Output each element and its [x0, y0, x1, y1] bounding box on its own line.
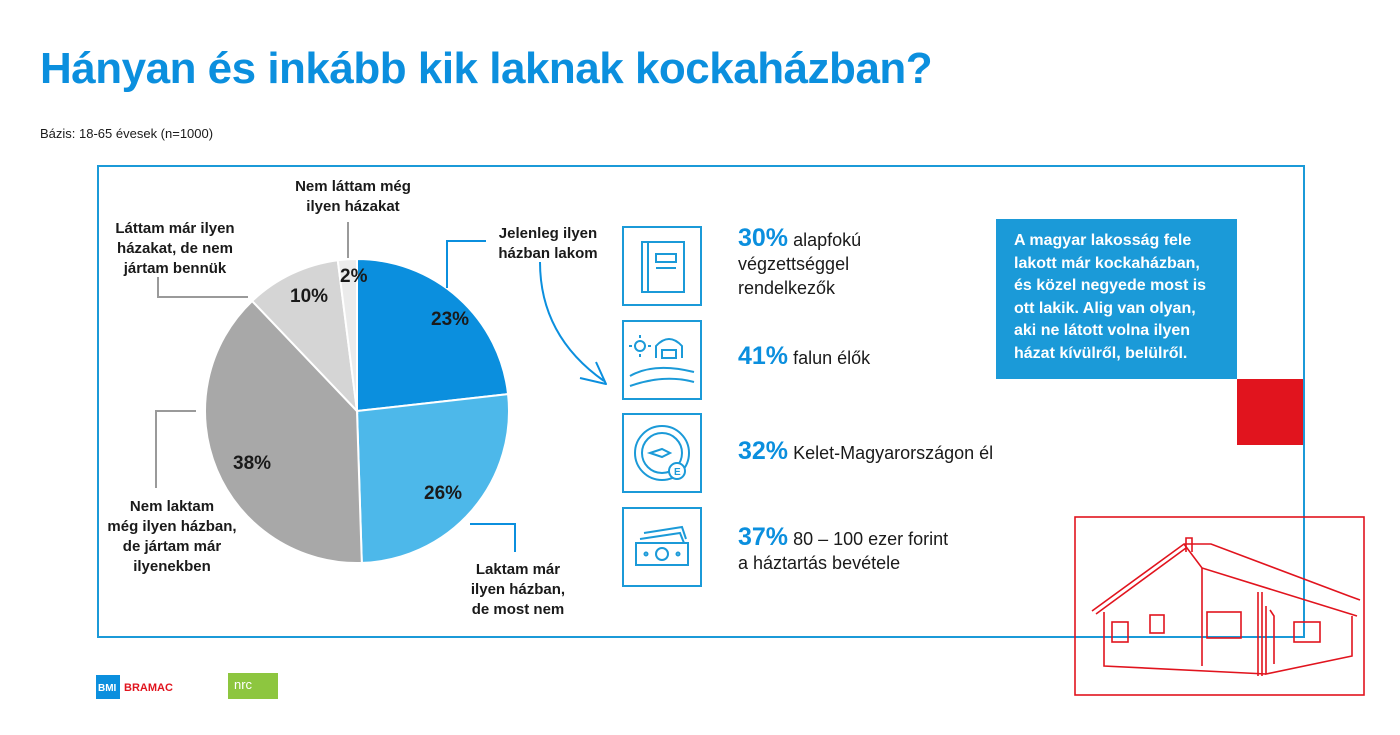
stat-text: végzettséggel [738, 254, 850, 274]
compass-east-icon-box: E [622, 413, 702, 493]
page-title: Hányan és inkább kik laknak kockaházban? [40, 44, 933, 93]
stat-text: alapfokú [793, 230, 862, 250]
svg-text:nrc: nrc [234, 677, 253, 692]
leader-line-s2 [155, 410, 196, 488]
pie-slice-s1 [355, 393, 510, 564]
callout-box: A magyar lakosság fele lakott már kockah… [996, 219, 1237, 379]
pie-slice-s3 [250, 259, 359, 414]
compass-east-icon: E [634, 425, 690, 481]
pct-label-s0: 23% [431, 309, 470, 330]
pie-slice-s2 [204, 299, 363, 564]
house-illustration-icon [1074, 516, 1365, 696]
farm-house-icon-box [622, 320, 702, 400]
stat-text: 80 – 100 ezer forint [793, 529, 949, 549]
stat-pct: 30% [738, 224, 789, 252]
slice-label-s2: Nem laktam még ilyen házban, de jártam már… [107, 498, 237, 575]
svg-text:E: E [674, 467, 681, 478]
money-icon-box [622, 507, 702, 587]
stat-pct: 32% [738, 437, 789, 465]
farm-house-icon [629, 335, 695, 387]
pct-label-s2: 38% [233, 453, 272, 474]
arrow-head-icon [579, 361, 607, 385]
stat-text: falun élők [793, 348, 871, 368]
stat-pct: 41% [738, 342, 789, 370]
slice-label-s0: Jelenleg ilyen házban lakom [498, 225, 598, 262]
stat-text: a háztartás bevétele [738, 553, 901, 573]
stat-text: Kelet-Magyarországon él [793, 443, 994, 463]
slice-label-s3: Láttam már ilyen házakat, de nem jártam be… [115, 220, 235, 277]
money-icon [635, 525, 689, 566]
svg-text:BRAMAC: BRAMAC [124, 682, 173, 694]
infographic-frame [97, 165, 1305, 638]
book-icon [641, 241, 685, 293]
pct-label-s4: 2% [340, 266, 368, 287]
bmi-bramac-logo: BMI BRAMAC [96, 675, 173, 699]
stat-item-income: 37% 80 – 100 ezer forint a háztartás bev… [738, 525, 948, 575]
pct-label-s1: 26% [424, 483, 463, 504]
red-accent-square [1237, 379, 1303, 445]
slice-label-s1: Laktam már ilyen házban, de most nem [470, 561, 566, 618]
nrc-logo: nrc [228, 673, 278, 699]
svg-text:BMI: BMI [98, 683, 117, 694]
pie-slice-s4 [336, 257, 358, 412]
stat-item-education: 30% alapfokú végzettséggel rendelkezők [738, 226, 861, 300]
leader-line-s3 [157, 277, 248, 298]
pct-label-s3: 10% [290, 286, 329, 307]
leader-line-s0 [446, 240, 486, 288]
arrow-curve [539, 261, 605, 382]
stat-text: rendelkezők [738, 278, 836, 298]
stat-pct: 37% [738, 523, 789, 551]
slice-label-s4: Nem láttam még ilyen házakat [295, 178, 411, 215]
stat-item-region: 32% Kelet-Magyarországon él [738, 439, 993, 465]
leader-line-s1 [470, 523, 516, 552]
stat-item-village: 41% falun élők [738, 344, 870, 370]
book-icon-box [622, 226, 702, 306]
basis-note: Bázis: 18-65 évesek (n=1000) [40, 126, 214, 141]
pie-slice-s0 [356, 257, 510, 413]
